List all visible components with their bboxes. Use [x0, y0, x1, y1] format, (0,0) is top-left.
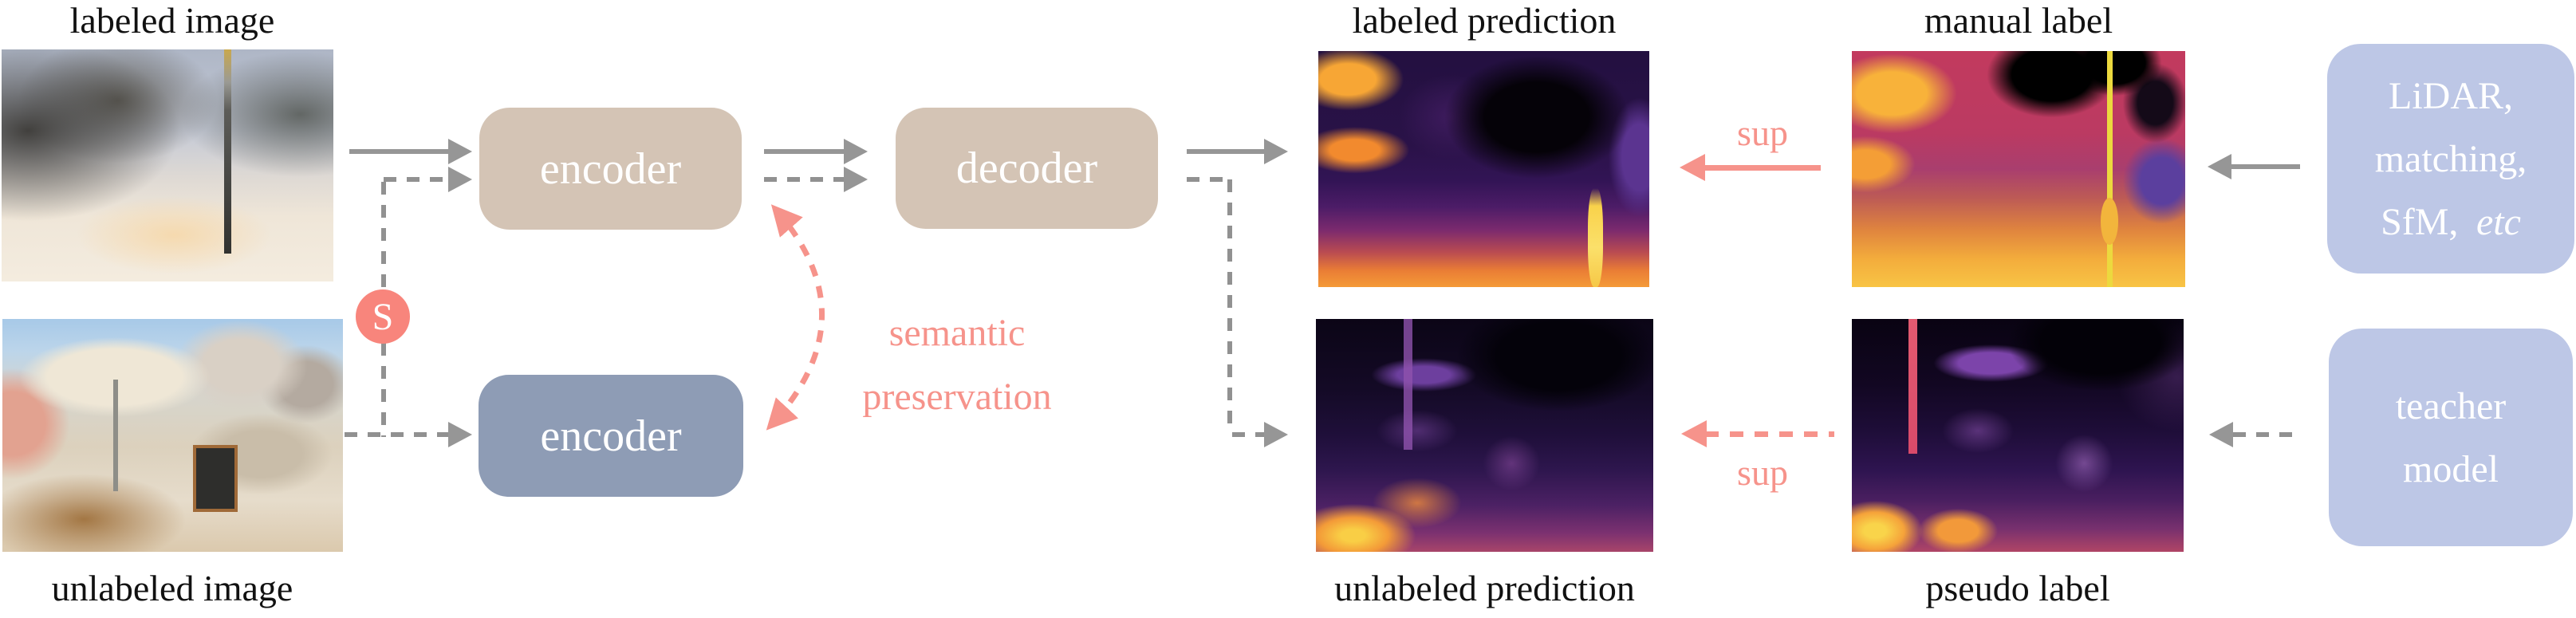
sup-labeled-arrow-head	[1680, 154, 1705, 181]
arrow-lidar-to-manual-line	[2231, 164, 2300, 169]
arrow-decoder-dashed-h1	[1187, 177, 1232, 182]
street-lamp-pole	[223, 49, 231, 254]
labeled-image-title: labeled image	[69, 0, 275, 41]
teacher-model-box: teacher model	[2329, 329, 2573, 546]
arrow-decoder-to-labeled-pred-head	[1264, 139, 1288, 164]
labeled-image-photo	[2, 49, 333, 281]
arrow-teacher-to-pseudo-line	[2233, 432, 2300, 437]
lidar-line1: LiDAR,	[2389, 74, 2513, 117]
encoder-labeled-box: encoder	[479, 108, 742, 230]
arrow-teacher-to-pseudo-head	[2209, 422, 2233, 447]
semantic-preservation-line2: preservation	[862, 376, 1052, 418]
arrow-decoder-dashed-h2	[1232, 432, 1264, 437]
encoder-unlabeled-label: encoder	[540, 411, 682, 461]
lidar-line3-etc: etc	[2476, 200, 2521, 243]
arrow-decoder-dashed-v	[1227, 179, 1232, 432]
teacher-line2: model	[2403, 447, 2499, 490]
arrow-unlabeled-to-encoder-line	[345, 432, 450, 437]
arrow-decoder-to-unlabeled-pred-head	[1264, 422, 1288, 447]
unlabeled-prediction-title: unlabeled prediction	[1334, 568, 1635, 608]
arrow-unlabeled-to-encoder-head	[448, 422, 472, 447]
teacher-line1: teacher	[2395, 384, 2507, 427]
unlabeled-image-photo	[2, 319, 343, 552]
sup-unlabeled-arrow-line	[1705, 431, 1834, 437]
strong-perturbation-symbol: S	[372, 295, 394, 338]
arrow-lidar-to-manual-head	[2208, 154, 2231, 179]
perturbation-branch-up-line	[381, 182, 386, 290]
lidar-line3-text: SfM,	[2381, 200, 2459, 243]
unlabeled-image-title: unlabeled image	[51, 568, 293, 608]
arrow-perturbed-to-encoder-head	[448, 167, 472, 192]
unlabeled-prediction-depth-map	[1316, 319, 1653, 552]
pseudo-label-title: pseudo label	[1925, 568, 2110, 608]
umbrella-pole	[113, 379, 118, 492]
depth-pole-line	[2107, 51, 2113, 287]
arrow-encoder-to-decoder-dashed-line	[764, 177, 845, 182]
lidar-line2: matching,	[2374, 137, 2527, 180]
depth-umbrella-pole-pink	[1908, 319, 1918, 455]
strong-perturbation-badge: S	[356, 289, 410, 344]
encoder-unlabeled-box: encoder	[479, 375, 743, 497]
manual-label-depth-map	[1852, 51, 2185, 287]
labeled-prediction-title: labeled prediction	[1352, 0, 1617, 41]
encoder-labeled-label: encoder	[539, 144, 682, 194]
arrow-encoder-to-decoder-head	[844, 139, 868, 164]
arrow-encoder-to-decoder-dashed-head	[844, 167, 868, 192]
decoder-box: decoder	[896, 108, 1158, 229]
depth-pole-base	[2100, 197, 2119, 245]
depth-bright-pole	[1588, 187, 1604, 287]
manual-label-title: manual label	[1924, 0, 2113, 41]
arrow-encoder-to-decoder-line	[764, 149, 845, 154]
lidar-sources-box: LiDAR, matching, SfM, etc	[2327, 44, 2574, 274]
pseudo-label-depth-map	[1852, 319, 2184, 552]
cafe-blackboard	[193, 444, 238, 513]
depth-umbrella-pole-faint	[1403, 319, 1412, 450]
arrow-labeled-to-encoder-line	[349, 149, 450, 154]
arrow-labeled-to-encoder-head	[448, 139, 472, 164]
perturbation-branch-down-line	[381, 343, 386, 437]
arrow-decoder-to-labeled-pred-line	[1187, 149, 1264, 154]
semantic-preservation-label: semantic preservation	[813, 301, 1101, 429]
labeled-prediction-depth-map	[1318, 51, 1649, 287]
decoder-label: decoder	[955, 144, 1098, 193]
sup-labeled-arrow-line	[1704, 165, 1821, 171]
semantic-preservation-line1: semantic	[888, 312, 1026, 354]
arrow-perturbed-to-encoder-line	[384, 177, 450, 182]
sup-unlabeled-text: sup	[1737, 452, 1788, 493]
sup-unlabeled-arrow-head	[1681, 420, 1707, 447]
sup-labeled-text: sup	[1737, 112, 1788, 153]
lidar-line3: SfM, etc	[2381, 191, 2521, 254]
